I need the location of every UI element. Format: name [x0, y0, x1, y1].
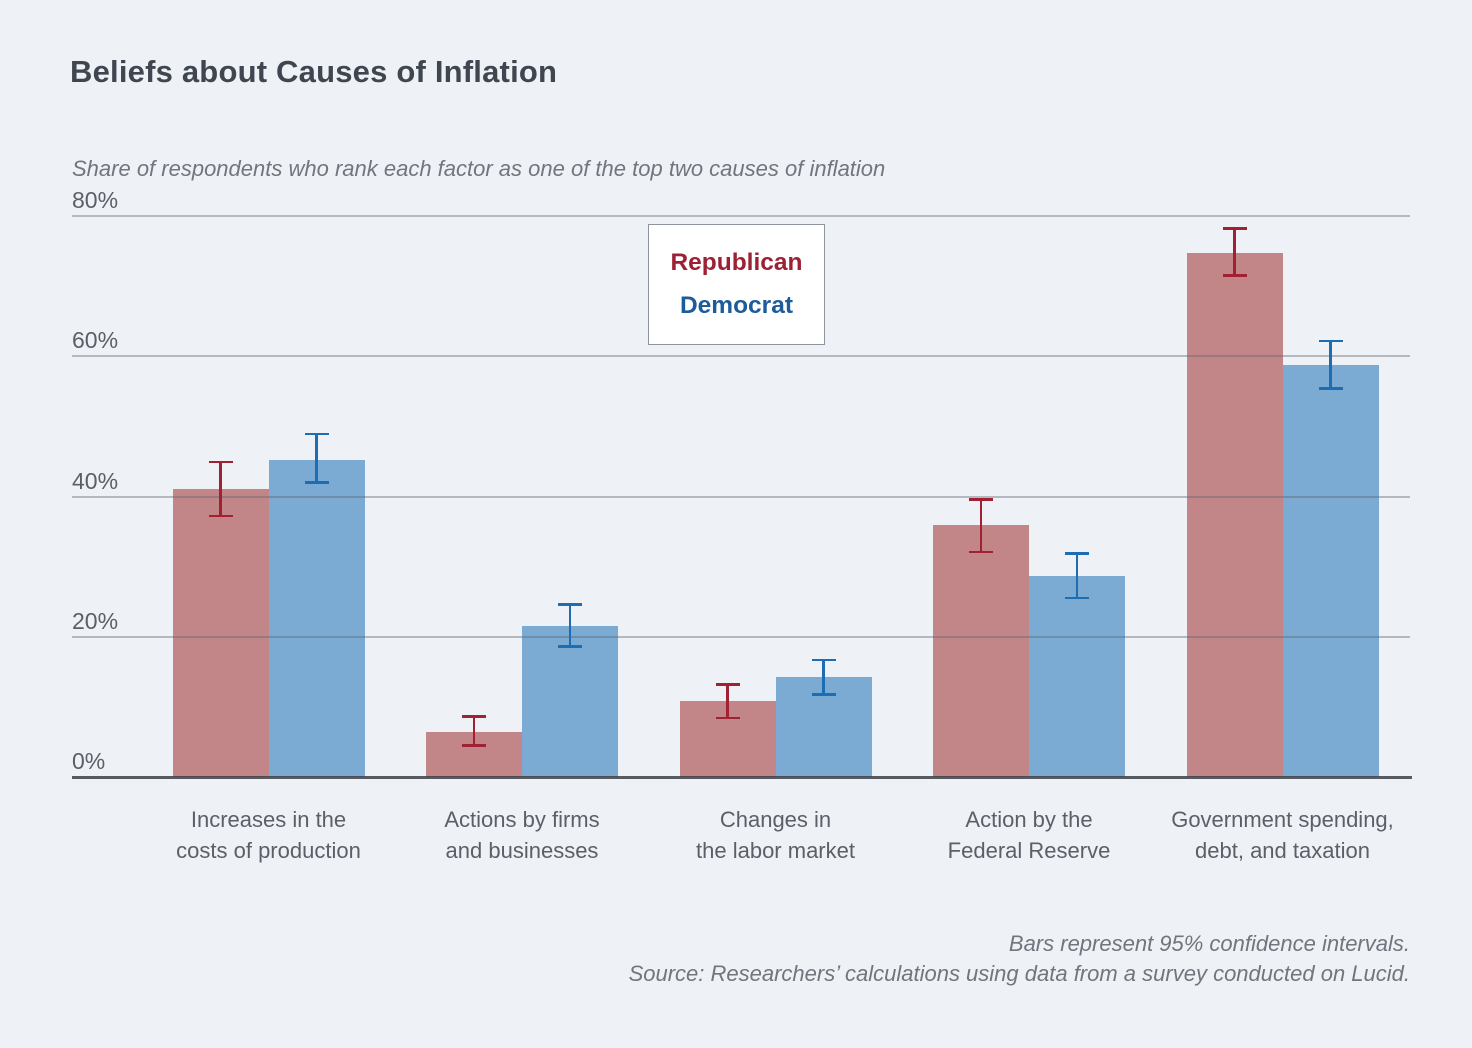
y-tick-label-40: 40%	[72, 467, 119, 494]
ci-cap-high-democrat-5	[1318, 339, 1343, 343]
ci-cap-low-democrat-4	[1065, 596, 1089, 600]
ci-cap-high-republican-3	[715, 683, 740, 686]
ci-cap-low-democrat-1	[304, 481, 329, 484]
ci-cap-high-democrat-1	[304, 432, 329, 436]
category-label-line: debt, and taxation	[1195, 838, 1370, 863]
category-label-2: Actions by firms and businesses	[395, 804, 649, 866]
category-label-1: Increases in the costs of production	[142, 804, 396, 866]
bar-democrat-4	[1029, 576, 1125, 777]
category-label-line: Federal Reserve	[947, 838, 1111, 863]
legend-item-democrat: Democrat	[679, 292, 793, 319]
bar-republican-1	[172, 489, 269, 777]
ci-cap-low-democrat-5	[1318, 387, 1343, 390]
ci-line-republican-4	[979, 499, 983, 552]
ci-line-republican-1	[219, 462, 222, 517]
category-label-4: Action by the Federal Reserve	[902, 804, 1156, 866]
category-label-line: Action by the	[965, 807, 1093, 832]
chart-title: Beliefs about Causes of Inflation	[70, 54, 558, 89]
ci-cap-high-democrat-3	[811, 658, 836, 662]
y-tick-label-60: 60%	[72, 327, 119, 354]
category-label-line: Government spending,	[1171, 807, 1394, 832]
y-tick-label-0: 0%	[72, 748, 106, 774]
gridline-60	[72, 355, 1410, 358]
ci-cap-low-republican-3	[715, 716, 740, 720]
ci-cap-low-republican-4	[969, 550, 993, 554]
ci-line-republican-3	[726, 684, 729, 719]
category-label-line: and businesses	[445, 838, 599, 863]
ci-cap-high-republican-1	[208, 460, 233, 464]
ci-cap-high-democrat-4	[1065, 552, 1089, 555]
legend: Republican Democrat	[648, 224, 825, 345]
ci-cap-low-democrat-3	[811, 693, 836, 696]
figure-notes: Bars represent 95% confidence intervals.…	[629, 929, 1410, 989]
category-label-line: costs of production	[176, 838, 361, 863]
ci-line-democrat-2	[568, 604, 572, 647]
ci-cap-high-republican-5	[1222, 227, 1247, 230]
ci-cap-low-republican-1	[208, 514, 233, 518]
category-label-line: Increases in the	[190, 807, 347, 832]
category-label-line: the labor market	[696, 838, 855, 863]
ci-line-democrat-4	[1075, 553, 1079, 599]
category-label-line: Actions by firms	[444, 807, 600, 832]
category-label-3: Changes in the labor market	[649, 804, 903, 866]
ci-cap-high-republican-4	[969, 498, 993, 501]
ci-line-democrat-3	[822, 659, 825, 695]
ci-cap-low-republican-5	[1222, 274, 1247, 277]
ci-line-democrat-1	[315, 434, 318, 483]
bar-republican-5	[1186, 253, 1283, 777]
ci-line-republican-5	[1233, 228, 1236, 276]
legend-item-republican: Republican	[670, 249, 803, 276]
ci-line-democrat-5	[1329, 340, 1332, 389]
bar-republican-4	[933, 525, 1029, 777]
ci-line-republican-2	[472, 716, 476, 746]
bar-democrat-2	[522, 626, 618, 777]
category-label-line: Changes in	[719, 807, 832, 832]
chart-subtitle: Share of respondents who rank each facto…	[72, 156, 886, 181]
ci-cap-high-republican-2	[462, 715, 486, 718]
ci-cap-low-republican-2	[462, 744, 486, 747]
x-axis-line	[72, 776, 1412, 779]
ci-cap-high-democrat-2	[558, 603, 582, 606]
note-source: Source: Researchers’ calculations using …	[628, 961, 1410, 986]
gridline-20	[72, 635, 1410, 638]
category-label-5: Government spending, debt, and taxation	[1156, 804, 1410, 866]
ci-cap-low-democrat-2	[558, 645, 582, 648]
bar-democrat-1	[268, 460, 365, 777]
y-tick-label-20: 20%	[72, 607, 119, 634]
gridline-40	[72, 495, 1410, 498]
y-tick-label-80: 80%	[72, 187, 119, 213]
note-confidence-intervals: Bars represent 95% confidence intervals.	[1008, 931, 1410, 956]
bar-democrat-5	[1282, 364, 1379, 777]
gridline-80	[72, 215, 1410, 217]
